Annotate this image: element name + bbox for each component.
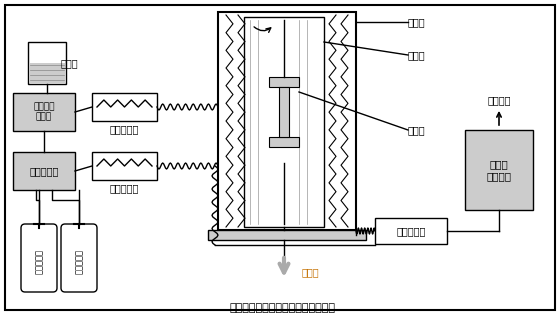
FancyBboxPatch shape	[61, 224, 97, 292]
Text: 気水分離器: 気水分離器	[396, 226, 426, 236]
Text: ガスボンベ: ガスボンベ	[35, 249, 44, 274]
Bar	[13, 93, 75, 131]
FancyBboxPatch shape	[21, 224, 57, 292]
Text: 試験片: 試験片	[408, 125, 426, 135]
Bar	[269, 137, 299, 147]
Text: 高圧定量
ポンプ: 高圧定量 ポンプ	[33, 102, 55, 122]
Bar	[29, 63, 65, 83]
Text: ガスボンベ: ガスボンベ	[74, 249, 83, 274]
Text: 図３　高温応力負荷試験装置の構成: 図３ 高温応力負荷試験装置の構成	[230, 303, 336, 313]
Bar	[375, 218, 447, 244]
Circle shape	[280, 151, 288, 159]
Bar	[92, 152, 157, 180]
Text: 電気炉: 電気炉	[408, 17, 426, 27]
Circle shape	[280, 65, 288, 73]
Text: 蒸気発生器: 蒸気発生器	[110, 124, 139, 134]
Bar	[218, 12, 356, 230]
Bar	[465, 130, 533, 210]
Bar	[244, 17, 324, 227]
Bar	[279, 87, 289, 137]
Bar	[208, 230, 366, 240]
Text: ガス混合器: ガス混合器	[29, 166, 59, 176]
Text: ガス予熱器: ガス予熱器	[110, 183, 139, 193]
Text: 合成灰: 合成灰	[408, 50, 426, 60]
Text: 定荷重: 定荷重	[302, 267, 320, 277]
Bar	[269, 77, 299, 87]
Text: 貯水槽: 貯水槽	[60, 58, 78, 68]
Bar	[92, 93, 157, 121]
Bar	[13, 152, 75, 190]
Bar	[28, 42, 66, 84]
Text: 大気放出: 大気放出	[487, 95, 511, 105]
Text: 排ガス
処理装置: 排ガス 処理装置	[487, 159, 511, 181]
